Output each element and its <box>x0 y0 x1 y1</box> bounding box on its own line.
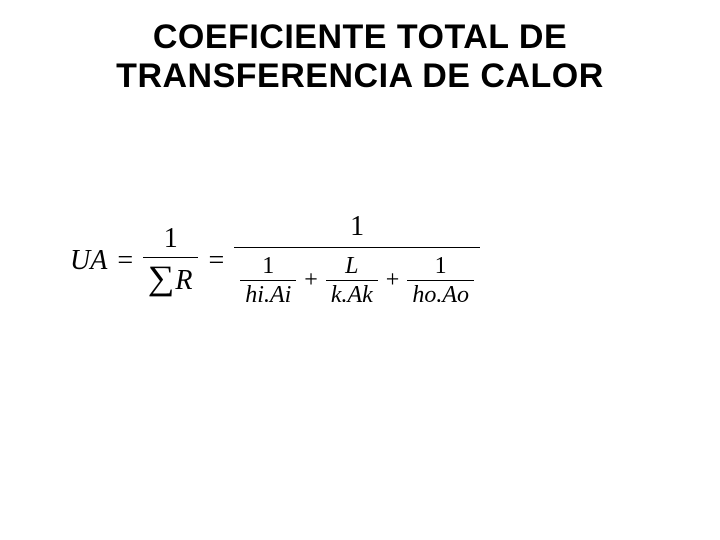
equals-sign-2: = <box>208 245 224 277</box>
plus-1: + <box>304 267 318 293</box>
term-hi-ai: 1 hi.Ai <box>240 252 296 310</box>
term3-num: 1 <box>430 252 452 280</box>
term3-den: ho.Ao <box>407 281 474 309</box>
term1-num: 1 <box>257 252 279 280</box>
term1-den: hi.Ai <box>240 281 296 309</box>
term-ho-ao: 1 ho.Ao <box>407 252 474 310</box>
plus-2: + <box>386 267 400 293</box>
frac1-numerator: 1 <box>158 222 184 257</box>
slide: COEFICIENTE TOTAL DE TRANSFERENCIA DE CA… <box>0 0 720 540</box>
frac2-denominator: 1 hi.Ai + L k.Ak + 1 ho.Ao <box>234 248 480 312</box>
equation-lhs: UA <box>70 245 107 277</box>
term-k-ak: L k.Ak <box>326 252 378 310</box>
sigma-symbol: ∑ <box>148 260 175 297</box>
frac2-numerator: 1 <box>344 210 370 247</box>
equals-sign-1: = <box>117 245 133 277</box>
fraction-expanded: 1 1 hi.Ai + L k.Ak + 1 <box>234 210 480 312</box>
frac1-denominator: ∑R <box>143 258 198 299</box>
title-line-2: TRANSFERENCIA DE CALOR <box>0 57 720 96</box>
term2-num: L <box>340 252 363 280</box>
slide-title: COEFICIENTE TOTAL DE TRANSFERENCIA DE CA… <box>0 18 720 96</box>
frac1-den-var: R <box>175 265 192 296</box>
term2-den: k.Ak <box>326 281 378 309</box>
title-line-1: COEFICIENTE TOTAL DE <box>0 18 720 57</box>
fraction-sum-r: 1 ∑R <box>143 222 198 299</box>
heat-transfer-equation: UA = 1 ∑R = 1 1 hi.Ai + <box>70 210 480 312</box>
